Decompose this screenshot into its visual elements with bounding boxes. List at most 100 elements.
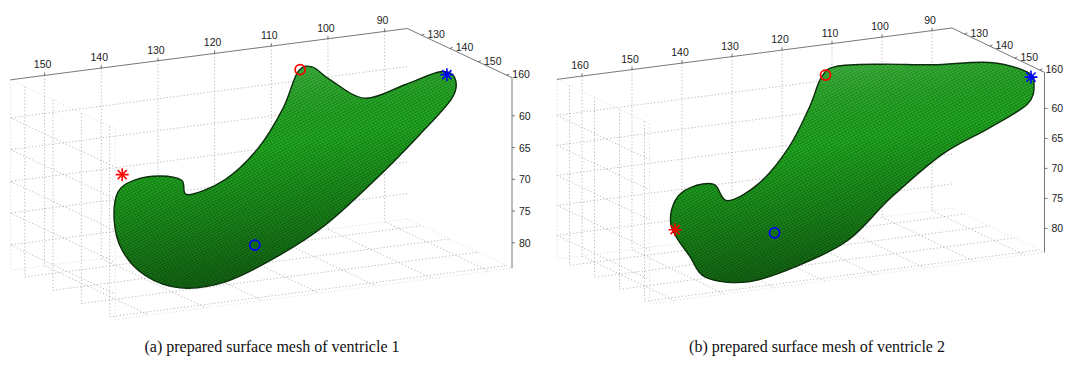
- y-axis-line: [407, 29, 512, 78]
- grid-line: [557, 115, 650, 159]
- z-tick-label: 80: [519, 237, 531, 249]
- grid-line: [53, 100, 54, 291]
- surface-mesh-lines: [114, 66, 456, 288]
- grid-line: [11, 245, 116, 294]
- tick-mark: [990, 45, 993, 46]
- star-stroke: [1026, 73, 1035, 82]
- landmark-circle: [770, 228, 780, 238]
- z-tick-label: 65: [519, 142, 531, 154]
- y-tick-label: 150: [1021, 51, 1039, 63]
- grid: [557, 31, 1045, 304]
- grid-line: [582, 76, 583, 256]
- tick-mark: [732, 54, 733, 57]
- tick-mark: [512, 211, 515, 212]
- panel: 9010011012013014015013014015016060657075…: [11, 14, 531, 356]
- tick-mark: [932, 28, 933, 31]
- grid-line: [619, 109, 620, 289]
- x-tick-label: 140: [91, 51, 109, 63]
- y-tick-label: 130: [971, 27, 989, 39]
- grid-line: [385, 222, 490, 271]
- y-tick-label: 150: [484, 55, 502, 67]
- plot-data: [669, 62, 1038, 282]
- grid-line: [24, 86, 25, 277]
- tick-mark: [512, 242, 515, 243]
- grid-line: [882, 217, 975, 261]
- grid-line: [81, 113, 82, 304]
- landmark-circle: [821, 70, 831, 80]
- x-axis-line: [11, 29, 408, 80]
- wall-edge: [10, 80, 11, 270]
- tick-mark: [478, 61, 481, 62]
- tick-mark: [1045, 168, 1048, 169]
- z-axis-line: [1044, 72, 1045, 252]
- grid-line: [557, 175, 650, 219]
- grid-line: [557, 205, 650, 249]
- tick-mark: [271, 43, 272, 46]
- grid-line: [328, 229, 433, 278]
- star-stroke: [442, 70, 451, 79]
- tick-mark: [632, 67, 633, 70]
- x-tick-label: 110: [822, 27, 839, 39]
- x-tick-label: 130: [147, 44, 165, 56]
- circle-marker: [250, 240, 260, 250]
- y-tick-label: 140: [456, 41, 474, 53]
- tick-mark: [1045, 138, 1048, 139]
- landmark-circle: [295, 65, 305, 75]
- caption: (b) prepared surface mesh of ventricle 2: [689, 338, 945, 356]
- x-tick-label: 150: [34, 58, 52, 70]
- wall-edge: [557, 79, 650, 123]
- landmark-star: [1025, 71, 1038, 84]
- tick-mark: [1015, 57, 1018, 58]
- grid: [11, 31, 512, 319]
- x-tick-label: 100: [317, 22, 335, 34]
- tick-mark: [582, 73, 583, 76]
- y-tick-label: 140: [996, 39, 1014, 51]
- z-tick-label: 60: [1052, 102, 1064, 114]
- wall-edge: [11, 80, 116, 129]
- tick-mark: [450, 47, 453, 48]
- x-tick-label: 130: [721, 40, 739, 52]
- tick-mark: [682, 60, 683, 63]
- landmark-star: [669, 223, 682, 236]
- tick-mark: [1045, 198, 1048, 199]
- x-tick-label: 160: [571, 59, 589, 71]
- tick-mark: [782, 47, 783, 50]
- tick-mark: [506, 74, 509, 75]
- grid-line: [557, 145, 650, 189]
- tick-mark: [101, 65, 102, 68]
- grid-line: [932, 211, 1025, 255]
- grid-line: [11, 213, 116, 262]
- surface-mesh-lines: [671, 62, 1034, 282]
- surface-shading: [671, 62, 1034, 282]
- z-tick-label: 75: [1052, 192, 1064, 204]
- grid-line: [45, 266, 150, 315]
- tick-mark: [1045, 108, 1048, 109]
- surface-mesh-lines: [671, 62, 1034, 282]
- x-tick-label: 90: [924, 14, 936, 26]
- panel: 9010011012013014015016013014015016060657…: [557, 14, 1063, 356]
- z-tick-label: 60: [519, 110, 531, 122]
- z-tick-label: 70: [1052, 162, 1064, 174]
- x-tick-label: 90: [377, 14, 389, 26]
- x-tick-label: 140: [671, 46, 689, 58]
- wall-edge: [952, 208, 1045, 252]
- grid-line: [11, 118, 116, 167]
- surface-mesh-lines: [114, 66, 456, 288]
- z-axis-line: [512, 78, 513, 269]
- grid-line: [109, 126, 110, 317]
- caption: (a) prepared surface mesh of ventricle 1: [145, 338, 400, 356]
- y-tick-label: 160: [512, 68, 530, 80]
- wall-edge: [407, 219, 512, 268]
- x-tick-label: 120: [771, 33, 789, 45]
- wall-edge: [649, 124, 650, 304]
- grid-line: [644, 121, 645, 301]
- grid-line: [594, 97, 595, 277]
- tick-mark: [965, 33, 968, 34]
- circle-marker: [770, 228, 780, 238]
- x-tick-label: 110: [261, 29, 278, 41]
- tick-mark: [214, 50, 215, 53]
- z-tick-label: 70: [519, 173, 531, 185]
- grid-line: [582, 256, 675, 300]
- landmark-star: [116, 168, 129, 181]
- x-tick-label: 100: [871, 20, 889, 32]
